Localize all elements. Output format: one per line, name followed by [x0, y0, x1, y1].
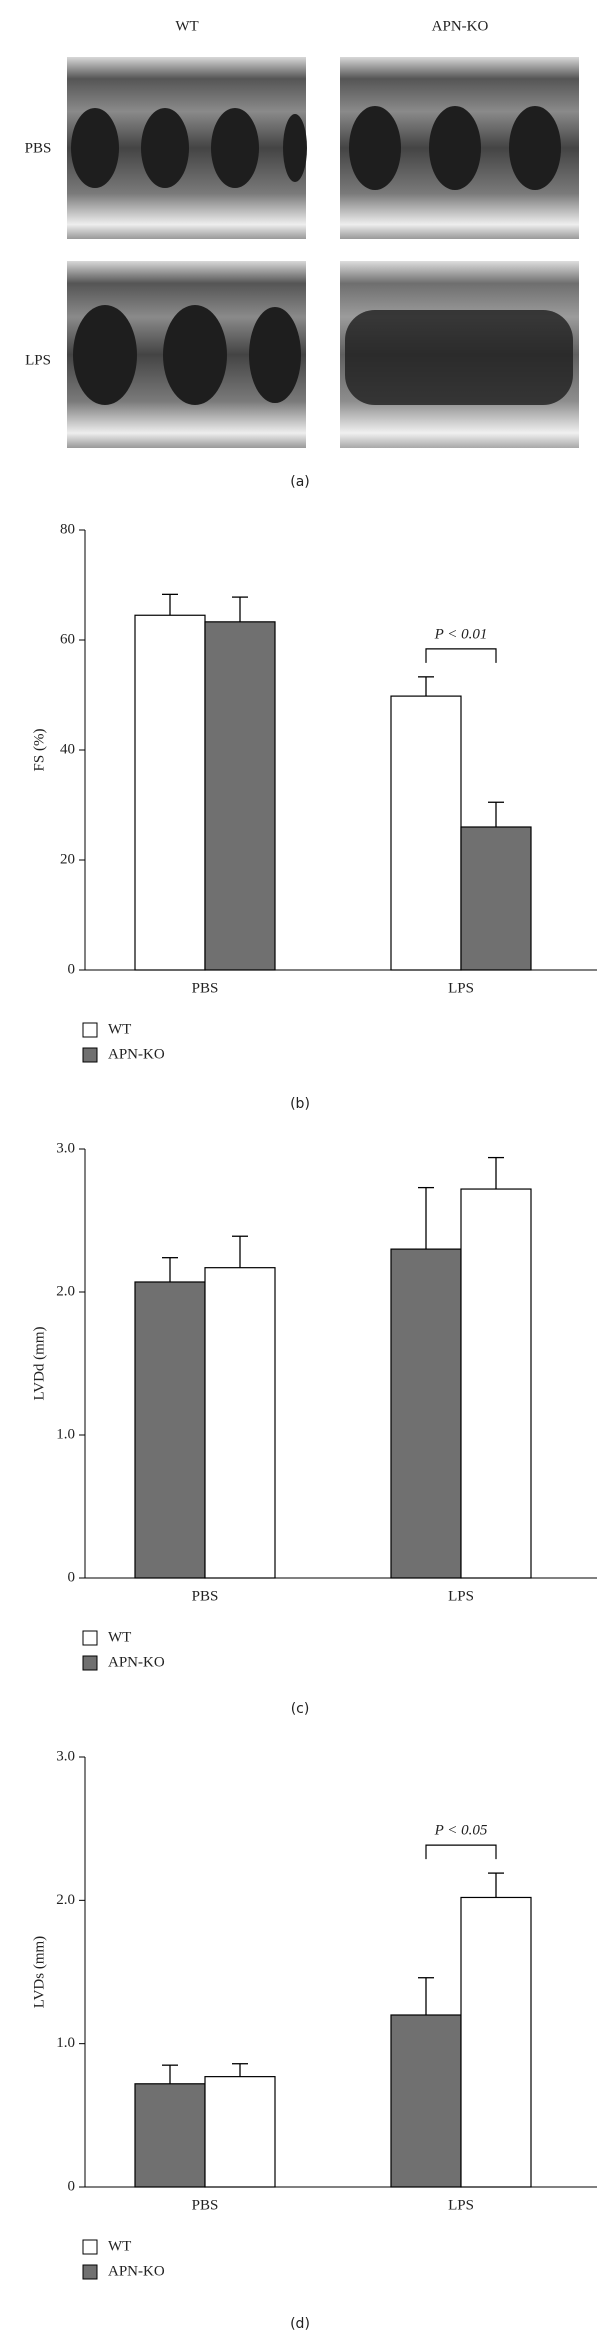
- bar: [390, 1248, 462, 1579]
- bar: [134, 614, 206, 971]
- annotation: P < 0.01: [434, 626, 488, 642]
- y-tick-label: 20: [60, 851, 75, 867]
- bar: [390, 2014, 462, 2188]
- y-tick-label: 1.0: [56, 2035, 75, 2051]
- x-tick-label: PBS: [192, 980, 219, 996]
- bar: [460, 826, 532, 971]
- significance-bracket: [425, 1844, 497, 1860]
- y-tick-label: 80: [60, 521, 75, 537]
- caption: (c): [291, 1701, 310, 1717]
- legend-label: APN-KO: [108, 1654, 165, 1670]
- echo-images: [67, 57, 579, 448]
- bar: [204, 1267, 276, 1579]
- y-axis-label: LVDs (mm): [31, 1936, 47, 2008]
- x-tick-label: LPS: [448, 980, 474, 996]
- bar: [460, 1188, 532, 1579]
- y-tick-label: 0: [68, 961, 76, 977]
- row-label: LPS: [25, 352, 51, 368]
- bar: [204, 621, 276, 971]
- x-tick-label: LPS: [448, 2197, 474, 2213]
- y-tick-label: 0: [68, 1569, 76, 1585]
- legend-label: WT: [108, 1629, 131, 1645]
- caption: (b): [290, 1096, 310, 1112]
- annotation: P < 0.05: [434, 1823, 488, 1839]
- y-tick-label: 40: [60, 741, 75, 757]
- legend-swatch: [82, 1047, 98, 1063]
- y-axis-label: FS (%): [31, 729, 47, 772]
- x-tick-label: PBS: [192, 2197, 219, 2213]
- column-label: WT: [175, 18, 198, 34]
- cavities: [71, 106, 573, 405]
- legend-swatch: [82, 2239, 98, 2255]
- caption: (a): [290, 474, 310, 490]
- legend-swatch: [82, 1655, 98, 1671]
- row-label: PBS: [25, 140, 52, 156]
- bar: [390, 695, 462, 971]
- x-tick-label: PBS: [192, 1588, 219, 1604]
- caption: (d): [290, 2316, 310, 2332]
- bar: [204, 2076, 276, 2188]
- y-tick-label: 2.0: [56, 1892, 75, 1908]
- legend-label: APN-KO: [108, 2263, 165, 2279]
- significance-bracket: [425, 648, 497, 663]
- y-tick-label: 0: [68, 2178, 76, 2194]
- y-tick-label: 60: [60, 631, 75, 647]
- y-tick-label: 2.0: [56, 1283, 75, 1299]
- legend-label: WT: [108, 1021, 131, 1037]
- bar: [134, 1281, 206, 1579]
- bar: [460, 1896, 532, 2188]
- y-tick-label: 3.0: [56, 1140, 75, 1156]
- legend-swatch: [82, 2264, 98, 2280]
- legend-label: APN-KO: [108, 1046, 165, 1062]
- y-axis-label: LVDd (mm): [31, 1326, 47, 1400]
- legend-swatch: [82, 1022, 98, 1038]
- y-tick-label: 1.0: [56, 1426, 75, 1442]
- column-label: APN-KO: [432, 18, 489, 34]
- x-tick-label: LPS: [448, 1588, 474, 1604]
- y-tick-label: 3.0: [56, 1748, 75, 1764]
- legend-label: WT: [108, 2238, 131, 2254]
- legend-swatch: [82, 1630, 98, 1646]
- bar: [134, 2083, 206, 2188]
